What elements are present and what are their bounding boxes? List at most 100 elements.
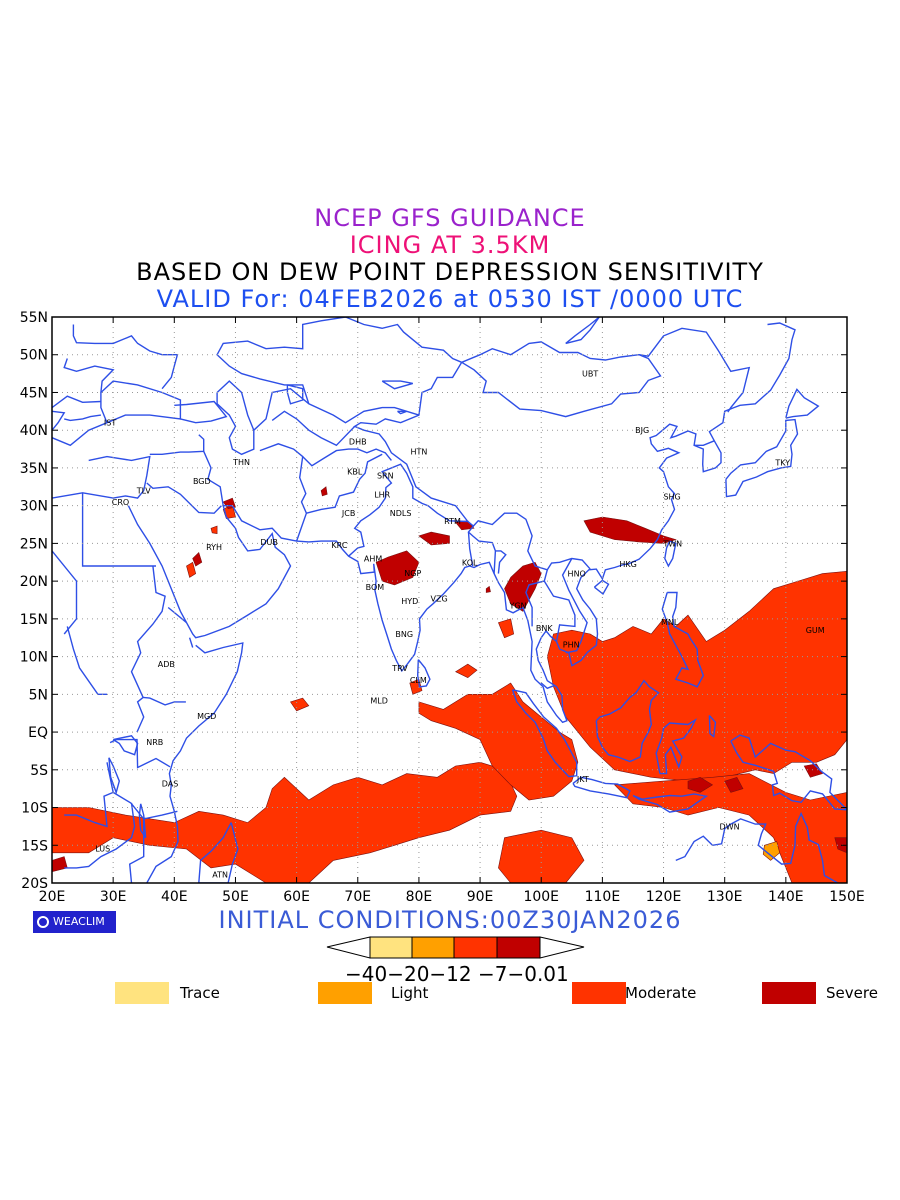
station-thn: THN: [232, 458, 250, 467]
coast-line: [525, 569, 548, 627]
icing-areas: [52, 486, 847, 883]
station-vzg: VZG: [431, 594, 448, 603]
coast-line: [467, 532, 474, 567]
station-bng: BNG: [395, 630, 413, 639]
coast-line: [188, 637, 194, 648]
station-kol: KOL: [462, 558, 478, 567]
coast-line: [694, 440, 715, 446]
lake-outline: [397, 410, 407, 415]
longitude-labels: 20E 30E 40E 50E 60E 70E 80E 90E 100E 110E 120E 130E…: [39, 889, 865, 905]
coast-line: [540, 682, 555, 690]
coast-line: [127, 322, 796, 724]
axis-ticks: [51, 316, 848, 884]
coast-line: [661, 591, 705, 688]
weaclim-logo: WEACLIM: [33, 911, 116, 933]
station-dhb: DHB: [349, 438, 367, 447]
lat-label: 45N: [20, 385, 48, 401]
icing-area: [290, 697, 310, 712]
lake-outline: [565, 317, 600, 345]
station-htn: HTN: [410, 447, 427, 456]
legend-severe-swatch: [762, 982, 816, 1004]
coast-line: [785, 388, 820, 419]
station-das: DAS: [162, 779, 179, 788]
coast-line: [128, 818, 145, 883]
icing-area: [724, 776, 744, 793]
icing-area: [504, 561, 542, 612]
lon-label: 130E: [707, 889, 743, 905]
coast-line: [81, 492, 156, 567]
legend-trace-swatch: [115, 982, 169, 1004]
logo-ring-icon: [37, 916, 49, 928]
coast-line: [306, 453, 383, 514]
station-atn: ATN: [212, 871, 228, 880]
coast-line: [64, 802, 136, 869]
coast-line: [730, 734, 847, 811]
station-phn: PHN: [563, 641, 580, 650]
title-valid-time: VALID For: 04FEB2026 at 0530 IST /0000 U…: [156, 285, 744, 313]
station-bgd: BGD: [193, 477, 211, 486]
coast-line: [52, 380, 182, 447]
title-line-1: NCEP GFS GUIDANCE: [314, 204, 586, 232]
coast-line: [543, 580, 576, 642]
coast-line: [149, 434, 205, 455]
coast-line: [286, 384, 304, 405]
coast-line: [561, 558, 588, 654]
coast-line: [664, 540, 677, 568]
lake-outline: [112, 735, 139, 756]
colorbar-labels: −40−20−12 −7−0.01: [345, 962, 569, 986]
lon-label: 80E: [406, 889, 433, 905]
legend-trace-label: Trace: [180, 984, 220, 1002]
coast-line: [595, 679, 660, 763]
station-rtm: RTM: [444, 517, 461, 526]
icing-area: [546, 570, 847, 782]
station-hkg: HKG: [619, 560, 636, 569]
legend-severe-label: Severe: [826, 984, 878, 1002]
icing-area: [375, 550, 420, 586]
lon-label: 50E: [222, 889, 249, 905]
lake-outline: [108, 757, 121, 795]
icing-area: [210, 525, 218, 534]
lon-label: 150E: [829, 889, 865, 905]
station-ndls: NDLS: [390, 509, 412, 518]
coast-line: [216, 380, 255, 456]
lat-label: 55N: [20, 310, 48, 326]
lon-label: 140E: [768, 889, 804, 905]
latitude-labels: 55N 50N 45N 40N 35N 30N 25N 20N 15N 10N 5N EQ 5S 10S 1…: [20, 310, 48, 892]
coast-line: [64, 791, 114, 828]
lon-label: 60E: [283, 889, 310, 905]
icing-area: [186, 561, 197, 578]
lat-label: 10S: [21, 801, 48, 817]
station-bjg: BJG: [635, 426, 649, 435]
coast-line: [259, 443, 308, 542]
station-dwn: DWN: [720, 822, 740, 831]
coast-line: [593, 579, 610, 596]
coast-line: [203, 451, 224, 506]
station-ubt: UBT: [582, 370, 598, 379]
legend-light-swatch: [318, 982, 372, 1004]
icing-area: [762, 841, 781, 861]
coast-line: [146, 482, 222, 514]
coast-line: [302, 448, 392, 467]
lat-label: 10N: [20, 650, 48, 666]
colorbar-left-arrow: [326, 936, 371, 959]
station-jkt: JKT: [576, 775, 589, 784]
station-mgd: MGD: [197, 712, 216, 721]
icing-area: [418, 531, 450, 546]
coast-line: [725, 418, 799, 498]
lat-label: 50N: [20, 348, 48, 364]
station-srn: SRN: [377, 471, 394, 480]
lon-label: 40E: [161, 889, 188, 905]
station-bnk: BNK: [536, 624, 553, 633]
station-ahm: AHM: [364, 554, 382, 563]
station-shg: SHG: [663, 493, 680, 502]
lat-label: 20S: [21, 876, 48, 892]
station-twn: TWN: [662, 539, 682, 548]
title-line-3: BASED ON DEW POINT DEPRESSION SENSITIVIT…: [136, 258, 764, 286]
lat-label: 5N: [29, 687, 48, 703]
colorbar-moderate: [453, 936, 498, 959]
icing-area: [834, 837, 847, 854]
lon-label: 110E: [585, 889, 621, 905]
title-line-2: ICING AT 3.5KM: [349, 231, 551, 259]
icing-area: [192, 551, 203, 567]
icing-area: [497, 618, 515, 639]
